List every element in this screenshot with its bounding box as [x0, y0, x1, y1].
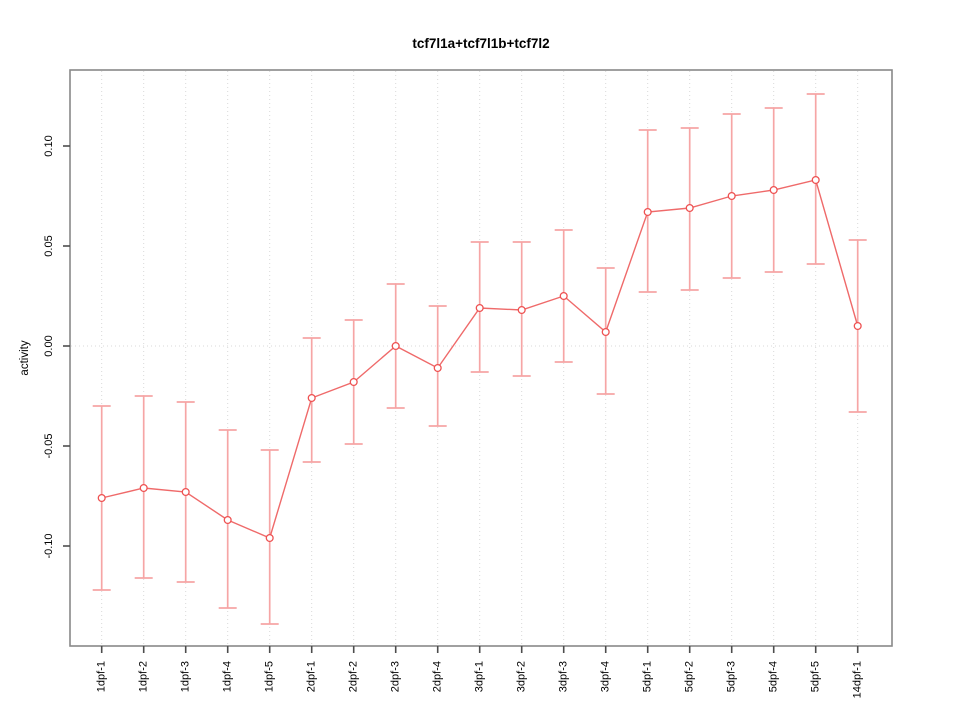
plot-border — [69, 69, 893, 647]
data-point — [769, 185, 778, 195]
x-tick-label: 1dpf-1 — [96, 661, 108, 692]
x-tick-label: 2dpf-2 — [348, 661, 360, 692]
x-tick-label: 1dpf-4 — [222, 661, 234, 692]
y-tick-label: 0.05 — [43, 235, 55, 256]
data-point — [433, 363, 442, 373]
data-point — [811, 175, 820, 185]
x-tick-label: 1dpf-2 — [138, 661, 150, 692]
y-tick-label: -0.05 — [43, 433, 55, 458]
x-tick-label: 1dpf-5 — [264, 661, 276, 692]
y-tick-label: 0.10 — [43, 135, 55, 156]
data-point — [853, 321, 862, 331]
data-point — [349, 377, 358, 387]
data-point — [97, 493, 106, 503]
y-tick-label: -0.10 — [43, 533, 55, 558]
x-tick-label: 5dpf-3 — [726, 661, 738, 692]
x-tick-label: 3dpf-2 — [516, 661, 528, 692]
data-point — [391, 341, 400, 351]
y-tick-label: 0.00 — [43, 335, 55, 356]
x-tick-label: 2dpf-3 — [390, 661, 402, 692]
x-tick-label: 2dpf-1 — [306, 661, 318, 692]
data-point — [181, 487, 190, 497]
x-tick-label: 3dpf-4 — [600, 661, 612, 692]
data-point — [307, 393, 316, 403]
data-point — [223, 515, 232, 525]
x-tick-label: 1dpf-3 — [180, 661, 192, 692]
x-tick-label: 5dpf-4 — [768, 661, 780, 692]
x-tick-label: 5dpf-1 — [642, 661, 654, 692]
data-point — [643, 207, 652, 217]
x-tick-label: 2dpf-4 — [432, 661, 444, 692]
data-point — [475, 303, 484, 313]
data-point — [265, 533, 274, 543]
x-tick-label: 3dpf-3 — [558, 661, 570, 692]
x-tick-label: 5dpf-2 — [684, 661, 696, 692]
x-tick-label: 5dpf-5 — [810, 661, 822, 692]
chart-title: tcf7l1a+tcf7l1b+tcf7l2 — [412, 36, 550, 51]
x-tick-label: 14dpf-1 — [852, 661, 864, 698]
data-point — [601, 327, 610, 337]
data-point — [685, 203, 694, 213]
data-point — [517, 305, 526, 315]
data-point — [727, 191, 736, 201]
data-point — [139, 483, 148, 493]
x-tick-label: 3dpf-1 — [474, 661, 486, 692]
data-point — [559, 291, 568, 301]
